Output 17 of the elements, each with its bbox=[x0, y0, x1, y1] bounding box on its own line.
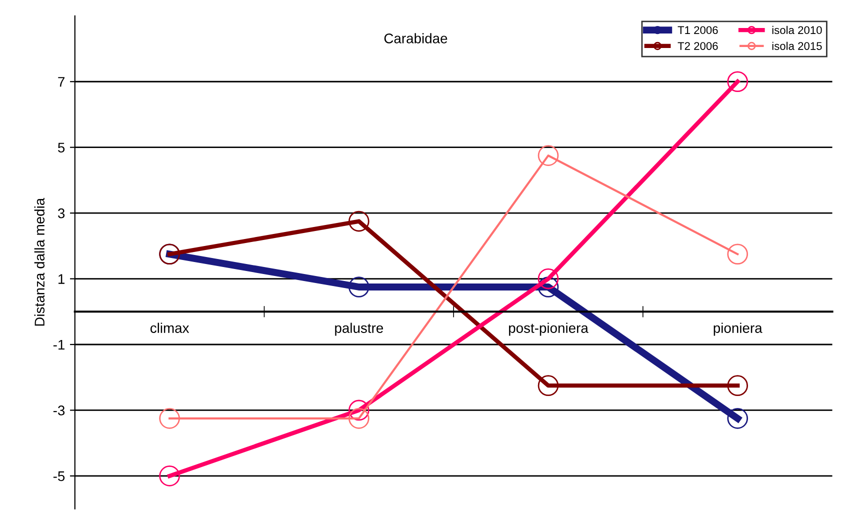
x-tick-label: post-pioniera bbox=[509, 322, 588, 336]
x-tick-label: climax bbox=[150, 322, 190, 333]
text: Carabidae bbox=[384, 33, 448, 44]
y-axis-title: Distanza dalla media bbox=[34, 198, 45, 326]
y-tick-label: 3 bbox=[58, 208, 65, 218]
y-tick-label: -5 bbox=[53, 471, 65, 482]
legend-label: isola 2010 bbox=[772, 26, 822, 34]
x-tick-label: palustre bbox=[335, 322, 383, 336]
y-tick-label: 7 bbox=[58, 77, 64, 87]
legend-label: T2 2006 bbox=[678, 42, 718, 50]
y-tick-label: -1 bbox=[53, 340, 64, 350]
y-tick-label: 5 bbox=[58, 142, 65, 153]
x-tick-label: pioniera bbox=[714, 322, 762, 336]
legend-label: T1 2006 bbox=[678, 26, 718, 34]
y-tick-label: -3 bbox=[53, 406, 65, 416]
legend-label: isola 2015 bbox=[772, 42, 822, 50]
y-tick-label: 1 bbox=[58, 274, 64, 284]
